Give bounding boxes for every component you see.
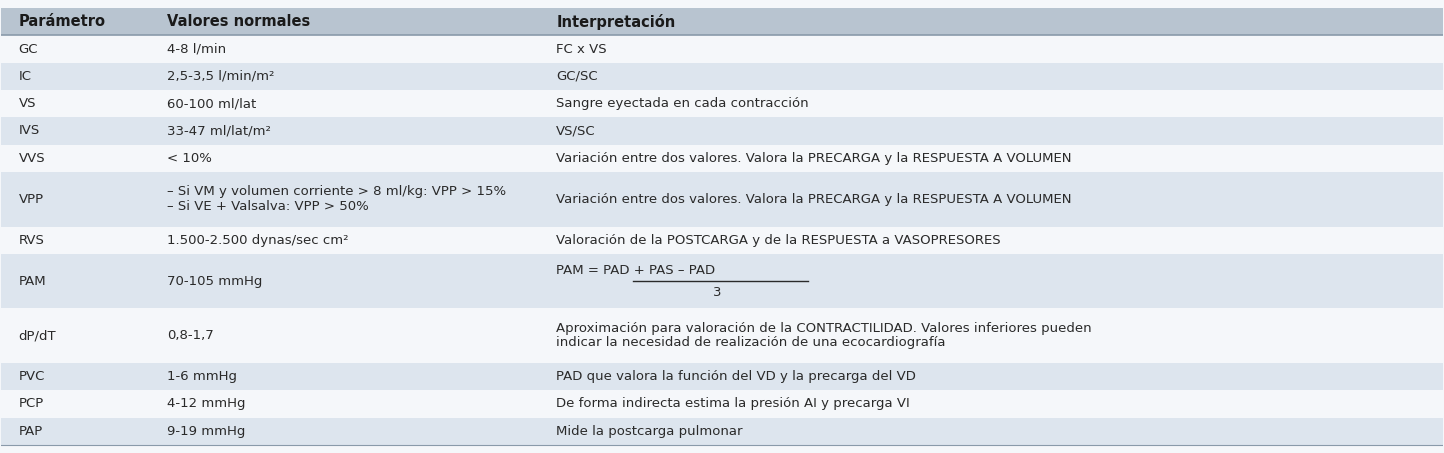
Text: PAD que valora la función del VD y la precarga del VD: PAD que valora la función del VD y la pr…: [556, 370, 915, 383]
FancyBboxPatch shape: [1, 63, 1443, 90]
Text: Interpretación: Interpretación: [556, 14, 676, 30]
Text: PCP: PCP: [19, 397, 43, 410]
Text: RVS: RVS: [19, 234, 45, 246]
Text: 4-12 mmHg: 4-12 mmHg: [168, 397, 245, 410]
Text: De forma indirecta estima la presión AI y precarga VI: De forma indirecta estima la presión AI …: [556, 397, 910, 410]
FancyBboxPatch shape: [1, 308, 1443, 363]
FancyBboxPatch shape: [1, 8, 1443, 35]
Text: 33-47 ml/lat/m²: 33-47 ml/lat/m²: [168, 125, 271, 137]
Text: VPP: VPP: [19, 193, 43, 206]
FancyBboxPatch shape: [1, 390, 1443, 418]
Text: IVS: IVS: [19, 125, 40, 137]
Text: 0,8-1,7: 0,8-1,7: [168, 329, 214, 342]
Text: indicar la necesidad de realización de una ecocardiografía: indicar la necesidad de realización de u…: [556, 337, 946, 349]
Text: Parámetro: Parámetro: [19, 14, 105, 29]
Text: 2,5-3,5 l/min/m²: 2,5-3,5 l/min/m²: [168, 70, 274, 83]
FancyBboxPatch shape: [1, 145, 1443, 172]
Text: PAP: PAP: [19, 425, 43, 438]
FancyBboxPatch shape: [1, 35, 1443, 63]
FancyBboxPatch shape: [1, 363, 1443, 390]
Text: GC/SC: GC/SC: [556, 70, 598, 83]
Text: 4-8 l/min: 4-8 l/min: [168, 43, 227, 56]
Text: 1.500-2.500 dynas/sec cm²: 1.500-2.500 dynas/sec cm²: [168, 234, 348, 246]
Text: 3: 3: [713, 285, 722, 299]
Text: – Si VE + Valsalva: VPP > 50%: – Si VE + Valsalva: VPP > 50%: [168, 200, 368, 213]
Text: dP/dT: dP/dT: [19, 329, 56, 342]
Text: 70-105 mmHg: 70-105 mmHg: [168, 275, 263, 288]
Text: PAM = PAD + PAS – PAD: PAM = PAD + PAS – PAD: [556, 264, 715, 277]
Text: Mide la postcarga pulmonar: Mide la postcarga pulmonar: [556, 425, 742, 438]
Text: FC x VS: FC x VS: [556, 43, 606, 56]
Text: VS: VS: [19, 97, 36, 110]
Text: VVS: VVS: [19, 152, 45, 165]
FancyBboxPatch shape: [1, 117, 1443, 145]
Text: Valoración de la POSTCARGA y de la RESPUESTA a VASOPRESORES: Valoración de la POSTCARGA y de la RESPU…: [556, 234, 1001, 246]
Text: 60-100 ml/lat: 60-100 ml/lat: [168, 97, 257, 110]
Text: Aproximación para valoración de la CONTRACTILIDAD. Valores inferiores pueden: Aproximación para valoración de la CONTR…: [556, 322, 1092, 335]
Text: Variación entre dos valores. Valora la PRECARGA y la RESPUESTA A VOLUMEN: Variación entre dos valores. Valora la P…: [556, 193, 1071, 206]
Text: VS/SC: VS/SC: [556, 125, 596, 137]
Text: – Si VM y volumen corriente > 8 ml/kg: VPP > 15%: – Si VM y volumen corriente > 8 ml/kg: V…: [168, 185, 507, 198]
FancyBboxPatch shape: [1, 90, 1443, 117]
Text: < 10%: < 10%: [168, 152, 212, 165]
FancyBboxPatch shape: [1, 418, 1443, 445]
FancyBboxPatch shape: [1, 172, 1443, 226]
Text: GC: GC: [19, 43, 38, 56]
Text: PVC: PVC: [19, 370, 45, 383]
Text: Sangre eyectada en cada contracción: Sangre eyectada en cada contracción: [556, 97, 809, 110]
Text: Valores normales: Valores normales: [168, 14, 310, 29]
Text: PAM: PAM: [19, 275, 46, 288]
Text: IC: IC: [19, 70, 32, 83]
FancyBboxPatch shape: [1, 226, 1443, 254]
Text: Variación entre dos valores. Valora la PRECARGA y la RESPUESTA A VOLUMEN: Variación entre dos valores. Valora la P…: [556, 152, 1071, 165]
Text: 9-19 mmHg: 9-19 mmHg: [168, 425, 245, 438]
FancyBboxPatch shape: [1, 254, 1443, 308]
Text: 1-6 mmHg: 1-6 mmHg: [168, 370, 237, 383]
